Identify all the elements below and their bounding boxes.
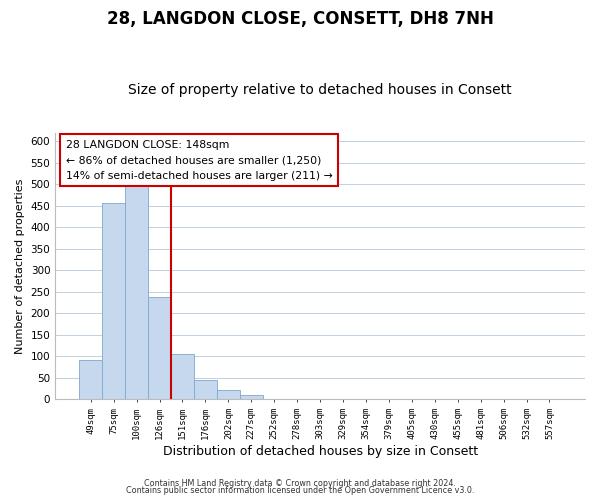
Title: Size of property relative to detached houses in Consett: Size of property relative to detached ho… (128, 83, 512, 97)
Bar (79, 360, 102, 399)
Bar (125, 184, 148, 399)
Bar (217, 390, 240, 399)
Bar (171, 354, 194, 399)
Bar (240, 395, 263, 399)
Bar (102, 203, 125, 399)
Bar (148, 298, 171, 399)
Text: Contains public sector information licensed under the Open Government Licence v3: Contains public sector information licen… (126, 486, 474, 495)
X-axis label: Distribution of detached houses by size in Consett: Distribution of detached houses by size … (163, 444, 478, 458)
Bar (194, 380, 217, 399)
Text: Contains HM Land Registry data © Crown copyright and database right 2024.: Contains HM Land Registry data © Crown c… (144, 478, 456, 488)
Y-axis label: Number of detached properties: Number of detached properties (15, 178, 25, 354)
Text: 28, LANGDON CLOSE, CONSETT, DH8 7NH: 28, LANGDON CLOSE, CONSETT, DH8 7NH (107, 10, 493, 28)
Text: 28 LANGDON CLOSE: 148sqm
← 86% of detached houses are smaller (1,250)
14% of sem: 28 LANGDON CLOSE: 148sqm ← 86% of detach… (66, 140, 332, 180)
